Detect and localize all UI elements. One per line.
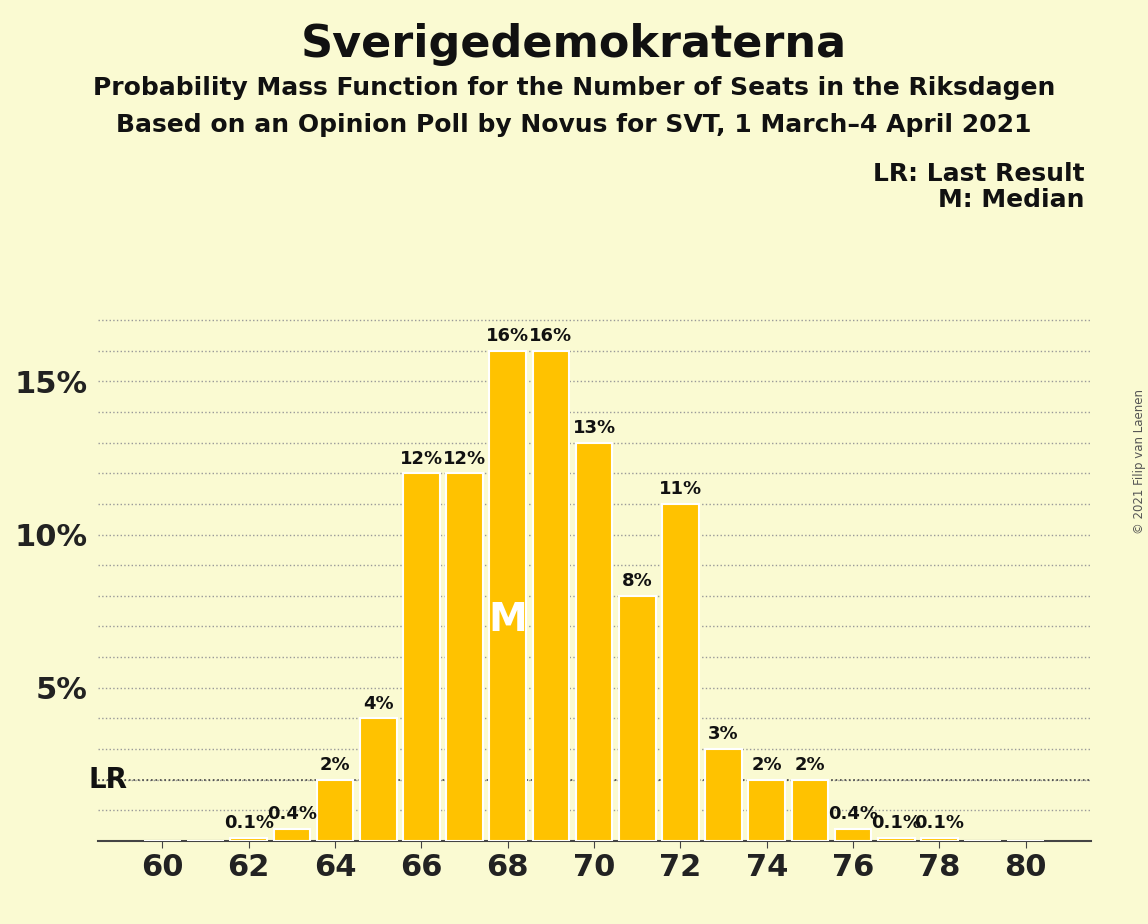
Bar <box>317 780 354 841</box>
Bar <box>662 504 699 841</box>
Text: Based on an Opinion Poll by Novus for SVT, 1 March–4 April 2021: Based on an Opinion Poll by Novus for SV… <box>116 113 1032 137</box>
Bar <box>748 780 785 841</box>
Bar <box>792 780 829 841</box>
Bar <box>489 351 526 841</box>
Bar <box>878 838 915 841</box>
Bar <box>619 596 656 841</box>
Text: 12%: 12% <box>400 450 443 468</box>
Text: 2%: 2% <box>320 756 350 774</box>
Text: 16%: 16% <box>529 327 573 346</box>
Text: 0.4%: 0.4% <box>828 805 878 823</box>
Bar <box>576 443 612 841</box>
Bar <box>447 473 483 841</box>
Bar <box>231 838 267 841</box>
Text: Probability Mass Function for the Number of Seats in the Riksdagen: Probability Mass Function for the Number… <box>93 76 1055 100</box>
Text: 0.4%: 0.4% <box>266 805 317 823</box>
Text: M: Median: M: Median <box>938 188 1085 213</box>
Text: 4%: 4% <box>363 695 394 712</box>
Text: 2%: 2% <box>794 756 825 774</box>
Bar <box>835 829 871 841</box>
Text: 16%: 16% <box>486 327 529 346</box>
Text: M: M <box>488 602 527 639</box>
Text: 2%: 2% <box>752 756 782 774</box>
Bar <box>533 351 569 841</box>
Text: LR: LR <box>88 766 127 794</box>
Text: 8%: 8% <box>622 572 653 590</box>
Text: 3%: 3% <box>708 725 739 744</box>
Text: 0.1%: 0.1% <box>871 814 922 833</box>
Text: 11%: 11% <box>659 480 703 498</box>
Text: LR: Last Result: LR: Last Result <box>874 162 1085 186</box>
Bar <box>705 749 742 841</box>
Text: Sverigedemokraterna: Sverigedemokraterna <box>301 23 847 67</box>
Text: 0.1%: 0.1% <box>224 814 273 833</box>
Text: 12%: 12% <box>443 450 486 468</box>
Text: © 2021 Filip van Laenen: © 2021 Filip van Laenen <box>1133 390 1147 534</box>
Bar <box>921 838 957 841</box>
Bar <box>359 718 396 841</box>
Bar <box>273 829 310 841</box>
Bar <box>403 473 440 841</box>
Text: 13%: 13% <box>573 419 615 437</box>
Text: 0.1%: 0.1% <box>915 814 964 833</box>
